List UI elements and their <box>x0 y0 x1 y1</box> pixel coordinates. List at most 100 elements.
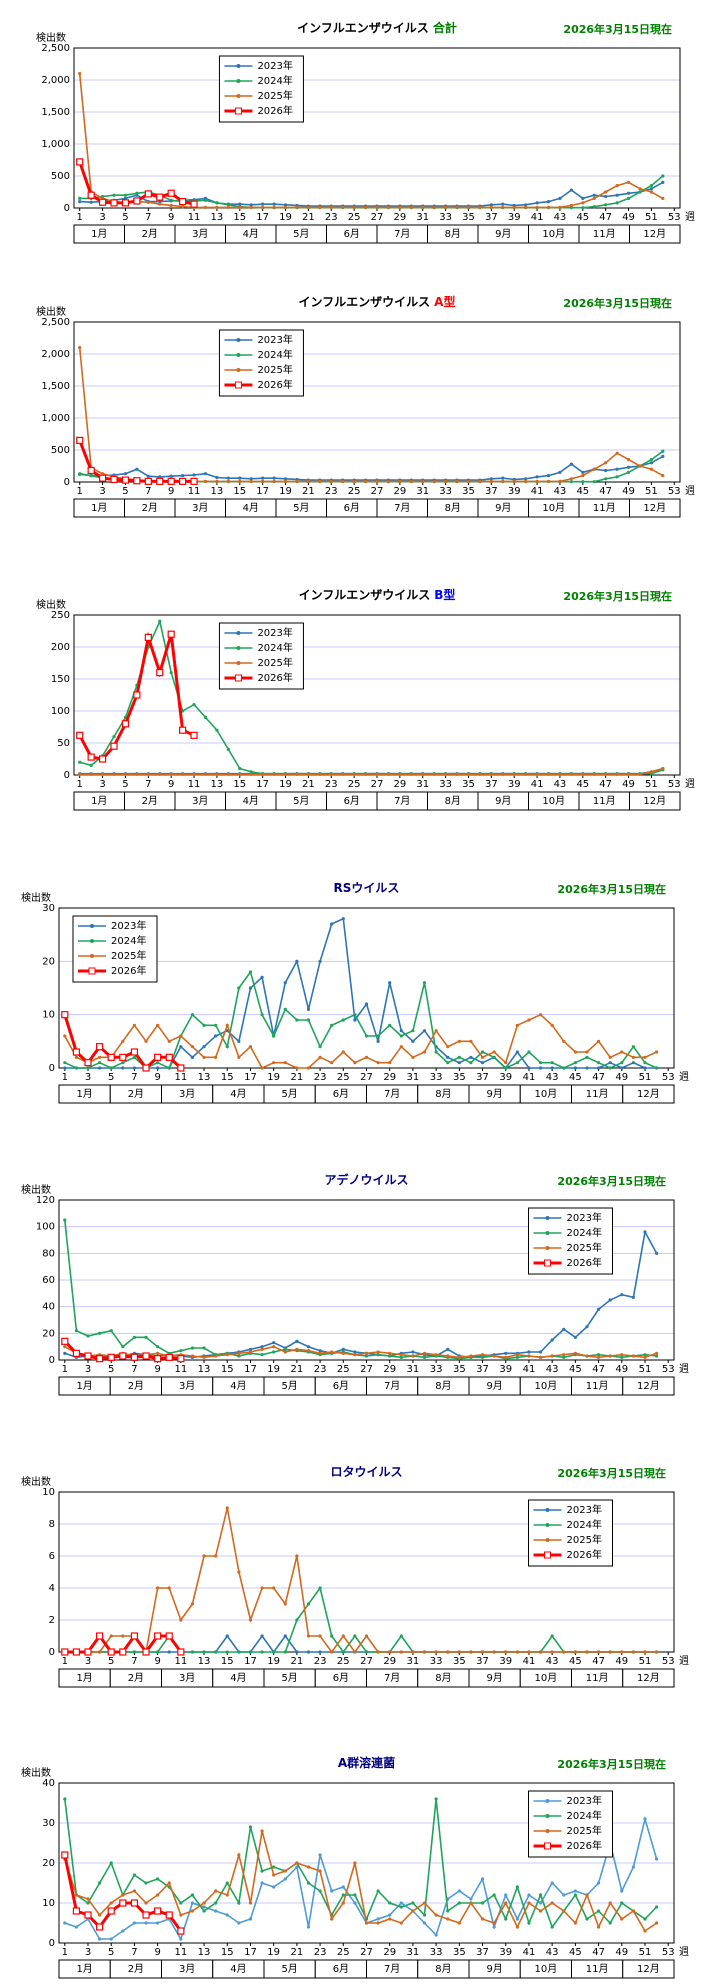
data-point <box>527 1650 531 1654</box>
month-label: 7月 <box>394 228 410 240</box>
data-point <box>535 772 539 776</box>
data-point <box>225 1893 229 1897</box>
legend-label: 2023年 <box>567 1503 602 1516</box>
x-tick-label: 29 <box>394 212 407 223</box>
data-point <box>573 1893 577 1897</box>
x-tick-label: 39 <box>499 1947 512 1958</box>
data-point <box>156 1877 160 1881</box>
data-point <box>84 1648 92 1656</box>
data-point <box>132 1055 137 1059</box>
data-point <box>98 755 107 763</box>
data-point <box>631 1061 635 1065</box>
x-tick-label: 25 <box>337 1656 350 1667</box>
legend-marker <box>90 954 94 958</box>
data-point <box>283 1061 287 1065</box>
data-point <box>620 1650 624 1654</box>
data-point <box>469 1055 473 1059</box>
x-tick-label: 53 <box>662 1364 675 1375</box>
data-point <box>512 479 516 483</box>
data-point <box>661 454 665 458</box>
data-point <box>581 470 585 474</box>
data-point <box>631 1295 635 1299</box>
data-point <box>237 1901 241 1905</box>
data-point <box>249 203 253 207</box>
data-point <box>527 1050 531 1054</box>
x-tick-label: 33 <box>430 1364 443 1375</box>
data-point <box>643 1066 647 1070</box>
legend-label: 2025年 <box>257 89 292 102</box>
plot-frame <box>73 47 681 209</box>
x-tick-label: 35 <box>453 1364 466 1375</box>
x-tick-label: 13 <box>211 486 224 497</box>
data-point <box>654 1921 659 1925</box>
data-point <box>295 1018 299 1022</box>
data-point <box>179 1937 183 1941</box>
data-point <box>643 1650 647 1654</box>
data-point <box>569 203 573 208</box>
x-tick-label: 25 <box>337 1947 350 1958</box>
data-point <box>527 1066 531 1070</box>
data-point <box>376 1039 380 1043</box>
data-point <box>608 1921 612 1925</box>
data-point <box>179 1618 183 1622</box>
x-tick-label: 33 <box>430 1072 443 1083</box>
legend-marker <box>234 381 242 389</box>
data-point <box>89 200 93 204</box>
data-point <box>352 479 356 483</box>
data-point <box>248 1045 253 1049</box>
x-tick-label: 29 <box>383 1072 396 1083</box>
data-point <box>318 772 322 776</box>
data-point <box>638 464 642 468</box>
x-tick-label: 27 <box>360 1364 373 1375</box>
data-point <box>237 1039 241 1043</box>
x-tick-label: 43 <box>546 1656 559 1667</box>
data-point <box>74 1925 79 1929</box>
data-point <box>142 1911 150 1919</box>
data-point <box>538 1355 543 1359</box>
data-point <box>110 742 118 750</box>
data-point <box>84 1059 92 1067</box>
data-point <box>121 1929 125 1933</box>
x-tick-label: 45 <box>576 212 589 223</box>
x-tick-label: 7 <box>131 1656 137 1667</box>
data-point <box>643 1353 647 1357</box>
data-point <box>480 1901 485 1905</box>
data-point <box>411 1055 415 1059</box>
data-point <box>202 1355 206 1359</box>
legend-label: 2024年 <box>567 1518 602 1531</box>
data-point <box>100 772 105 776</box>
data-point <box>581 480 585 484</box>
data-point <box>167 477 175 485</box>
data-point <box>654 1857 659 1861</box>
data-point <box>202 1055 206 1059</box>
data-point <box>538 1350 543 1354</box>
data-point <box>504 1066 508 1070</box>
x-tick-label: 15 <box>233 212 246 223</box>
data-point <box>422 981 427 985</box>
plot-frame <box>73 321 681 483</box>
data-point <box>631 1909 635 1913</box>
data-point <box>550 1650 554 1654</box>
data-point <box>457 1355 461 1359</box>
data-point <box>214 1909 218 1913</box>
x-tick-label: 21 <box>291 1364 304 1375</box>
month-label: 2月 <box>128 1963 144 1975</box>
data-point <box>604 194 608 199</box>
x-tick-label: 11 <box>174 1947 187 1958</box>
x-tick-label: 7 <box>131 1364 137 1375</box>
data-point <box>144 1901 148 1905</box>
data-point <box>283 772 288 776</box>
data-point <box>318 1055 322 1059</box>
data-point <box>158 475 162 479</box>
data-point <box>434 1050 438 1054</box>
data-point <box>515 1353 519 1357</box>
y-tick-label: 20 <box>42 1858 55 1869</box>
x-tick-label: 19 <box>279 212 292 223</box>
month-label: 11月 <box>586 1088 609 1100</box>
data-point <box>295 1554 299 1558</box>
x-tick-label: 9 <box>154 1947 160 1958</box>
x-tick-label: 35 <box>462 779 475 790</box>
data-point <box>112 193 116 197</box>
data-point <box>631 1865 635 1869</box>
data-point <box>538 1893 543 1897</box>
